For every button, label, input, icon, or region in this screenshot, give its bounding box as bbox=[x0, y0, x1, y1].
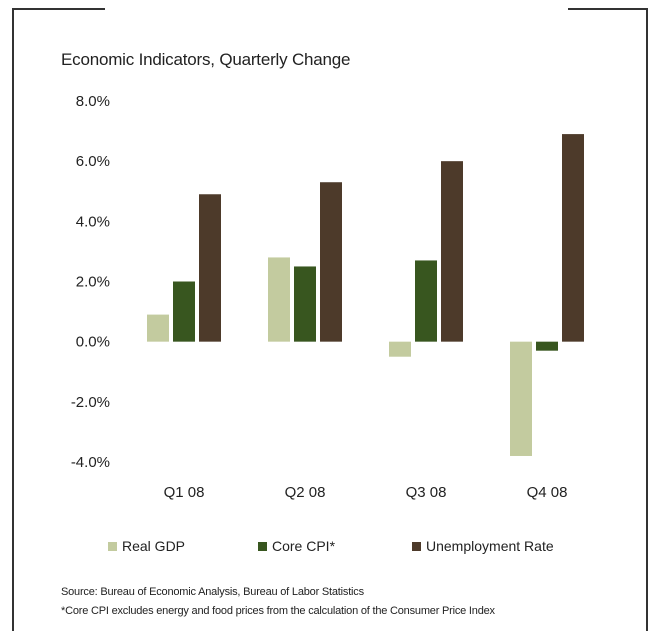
y-tick-label: 6.0% bbox=[76, 153, 110, 170]
bar-real-gdp-q4-08 bbox=[510, 341, 532, 456]
x-tick-label: Q1 08 bbox=[164, 484, 205, 501]
x-tick-label: Q4 08 bbox=[527, 484, 568, 501]
y-tick-label: 8.0% bbox=[76, 93, 110, 110]
chart-title: Economic Indicators, Quarterly Change bbox=[61, 50, 351, 69]
bar-core-cpi-q4-08 bbox=[536, 341, 558, 351]
legend-swatch bbox=[412, 541, 421, 551]
y-tick-label: 2.0% bbox=[76, 274, 110, 291]
y-tick-label: 0.0% bbox=[76, 334, 110, 351]
frame-border-top-left bbox=[12, 8, 105, 10]
legend-swatch bbox=[108, 541, 117, 551]
frame-border-top-right bbox=[568, 8, 648, 10]
frame-border-right bbox=[646, 8, 648, 631]
legend-label: Unemployment Rate bbox=[426, 538, 554, 554]
legend-label: Core CPI* bbox=[272, 538, 336, 554]
bar-chart: 8.0% 6.0% 4.0% 2.0% 0.0% -2.0% -4.0% Q1 08 Q2 08… bbox=[71, 93, 584, 501]
bar-unemployment-rate-q4-08 bbox=[562, 134, 584, 342]
chart-legend: Real GDP Core CPI* Unemployment Rate bbox=[0, 538, 661, 558]
legend-item: Core CPI* bbox=[258, 538, 335, 554]
x-tick-label: Q2 08 bbox=[285, 484, 326, 501]
y-tick-label: -2.0% bbox=[71, 394, 110, 411]
legend-label: Real GDP bbox=[122, 538, 186, 554]
bar-core-cpi-q3-08 bbox=[415, 260, 437, 342]
legend-item: Unemployment Rate bbox=[412, 538, 554, 554]
y-tick-label: -4.0% bbox=[71, 454, 110, 471]
bar-real-gdp-q1-08 bbox=[147, 314, 169, 342]
bar-real-gdp-q2-08 bbox=[268, 257, 290, 342]
bar-unemployment-rate-q1-08 bbox=[199, 194, 221, 342]
bar-core-cpi-q1-08 bbox=[173, 281, 195, 342]
bar-core-cpi-q2-08 bbox=[294, 266, 316, 342]
legend-swatch bbox=[258, 541, 267, 551]
bar-real-gdp-q3-08 bbox=[389, 341, 411, 357]
cpi-footnote: *Core CPI excludes energy and food price… bbox=[61, 605, 495, 617]
source-note: Source: Bureau of Economic Analysis, Bur… bbox=[61, 586, 364, 598]
frame-border-left bbox=[12, 8, 14, 631]
x-tick-label: Q3 08 bbox=[406, 484, 447, 501]
legend-item: Real GDP bbox=[108, 538, 185, 554]
bar-unemployment-rate-q3-08 bbox=[441, 161, 463, 342]
y-tick-label: 4.0% bbox=[76, 213, 110, 230]
bar-unemployment-rate-q2-08 bbox=[320, 182, 342, 342]
